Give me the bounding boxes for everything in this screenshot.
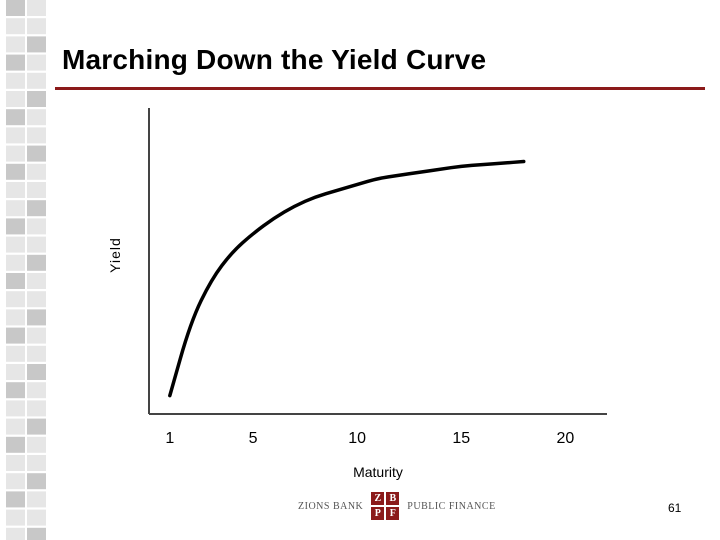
yield-curve-line: [168, 159, 526, 398]
decor-square: [27, 218, 46, 235]
logo-left-text: ZIONS BANK: [298, 500, 364, 512]
decor-square: [6, 473, 25, 490]
decor-square: [27, 182, 46, 198]
decor-square: [27, 509, 46, 526]
decor-square: [27, 254, 46, 271]
decor-square: [6, 309, 25, 326]
decorative-grid-strip: [6, 0, 46, 540]
decor-square: [27, 473, 46, 490]
decor-square: [27, 327, 46, 344]
decor-square: [27, 491, 46, 508]
decor-square: [6, 455, 25, 471]
decor-square: [27, 291, 46, 308]
decor-square: [27, 418, 46, 435]
decor-square: [6, 273, 25, 289]
decor-square: [27, 18, 46, 35]
slide-title: Marching Down the Yield Curve: [62, 44, 487, 75]
decor-square: [6, 382, 25, 399]
decor-square: [27, 72, 46, 89]
logo-cell: B: [386, 492, 400, 505]
decor-square: [6, 491, 25, 508]
x-tick-label: 10: [348, 430, 366, 447]
decor-square: [27, 382, 46, 399]
decor-square: [6, 218, 25, 235]
decor-square: [27, 36, 46, 53]
decor-square: [27, 273, 46, 289]
decor-square: [27, 54, 46, 71]
decor-square: [6, 436, 25, 453]
decor-square: [6, 127, 25, 144]
decor-square: [27, 345, 46, 362]
decor-square: [27, 163, 46, 180]
x-tick-label: 5: [249, 430, 258, 447]
decor-square: [6, 145, 25, 162]
decor-square: [27, 200, 46, 217]
decor-square: [6, 400, 25, 417]
logo-cell: F: [386, 507, 400, 520]
logo-emblem: Z B P F: [371, 492, 400, 520]
decor-square: [6, 527, 25, 540]
decor-square: [6, 163, 25, 180]
decor-square: [6, 36, 25, 53]
decor-square: [6, 327, 25, 344]
y-axis-label: Yield: [107, 237, 123, 273]
decor-square: [6, 54, 25, 71]
decor-square: [27, 455, 46, 471]
decor-square: [6, 509, 25, 526]
decor-square: [27, 527, 46, 540]
page-number: 61: [668, 501, 682, 515]
decor-square: [27, 364, 46, 380]
decor-square: [27, 400, 46, 417]
title-underline: [55, 87, 705, 90]
decor-square: [6, 254, 25, 271]
x-axis-label: Maturity: [353, 464, 403, 480]
decor-square: [6, 72, 25, 89]
decor-square: [6, 236, 25, 253]
zions-bank-logo: ZIONS BANK Z B P F PUBLIC FINANCE: [298, 490, 496, 522]
decor-square: [6, 200, 25, 217]
decor-square: [27, 145, 46, 162]
decor-square: [6, 345, 25, 362]
decor-square: [6, 91, 25, 107]
decor-square: [6, 291, 25, 308]
decor-square: [6, 364, 25, 380]
decor-square: [6, 109, 25, 126]
decor-square: [6, 18, 25, 35]
logo-cell: P: [371, 507, 385, 520]
logo-right-text: PUBLIC FINANCE: [407, 500, 496, 512]
decor-square: [27, 91, 46, 107]
decor-square: [27, 109, 46, 126]
decor-square: [27, 236, 46, 253]
decor-square: [27, 127, 46, 144]
decor-square: [27, 436, 46, 453]
decor-square: [27, 309, 46, 326]
logo-cell: Z: [371, 492, 385, 505]
x-tick-label: 20: [556, 430, 574, 447]
decor-square: [6, 182, 25, 198]
x-tick-label: 1: [165, 430, 174, 447]
decor-square: [6, 418, 25, 435]
decor-square: [6, 0, 25, 16]
decor-square: [27, 0, 46, 16]
x-tick-label: 15: [452, 430, 470, 447]
